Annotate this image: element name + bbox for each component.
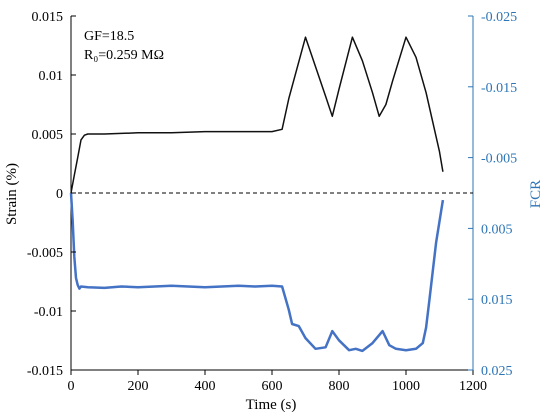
fcr-series-line [69,192,445,353]
plot-frame [70,16,474,371]
x-tick-label: 1200 [459,379,487,394]
y-axis-right: -0.025 -0.015 -0.005 0.005 0.015 0.025 [468,10,517,379]
y-tick-label: 0.01 [39,69,64,84]
series-layer [69,36,445,353]
x-tick-label: 0 [68,379,75,394]
x-axis: 0 200 400 600 800 1000 1200 [68,370,487,394]
x-tick-label: 1000 [392,379,420,394]
y-axis-title: Strain (%) [4,163,20,225]
x-tick-label: 200 [128,379,149,394]
y2-tick-label: 0.025 [481,364,513,379]
x-tick-label: 600 [262,379,283,394]
x-axis-title: Time (s) [246,397,297,413]
y-tick-label: 0.005 [32,128,64,143]
y2-tick-label: 0.015 [481,293,513,308]
y-axis-left: 0.015 0.01 0.005 0 -0.005 -0.01 -0.015 [27,10,76,379]
y2-tick-label: -0.025 [481,10,517,25]
y-tick-label: 0 [56,187,63,202]
y2-tick-label: 0.005 [481,222,513,237]
y2-tick-label: -0.015 [481,81,517,96]
y2-axis-title: FCR [528,180,544,208]
x-tick-label: 400 [195,379,216,394]
annotation-gf: GF=18.5 [84,29,134,44]
y-tick-label: -0.015 [27,364,63,379]
strain-series-line [70,36,444,194]
y2-tick-label: -0.005 [481,152,517,167]
annotation-r0: R₀=0.259 MΩ [84,48,164,63]
y-tick-label: 0.015 [32,10,64,25]
y-tick-label: -0.005 [27,246,63,261]
x-tick-label: 800 [329,379,350,394]
y-tick-label: -0.01 [34,305,63,320]
